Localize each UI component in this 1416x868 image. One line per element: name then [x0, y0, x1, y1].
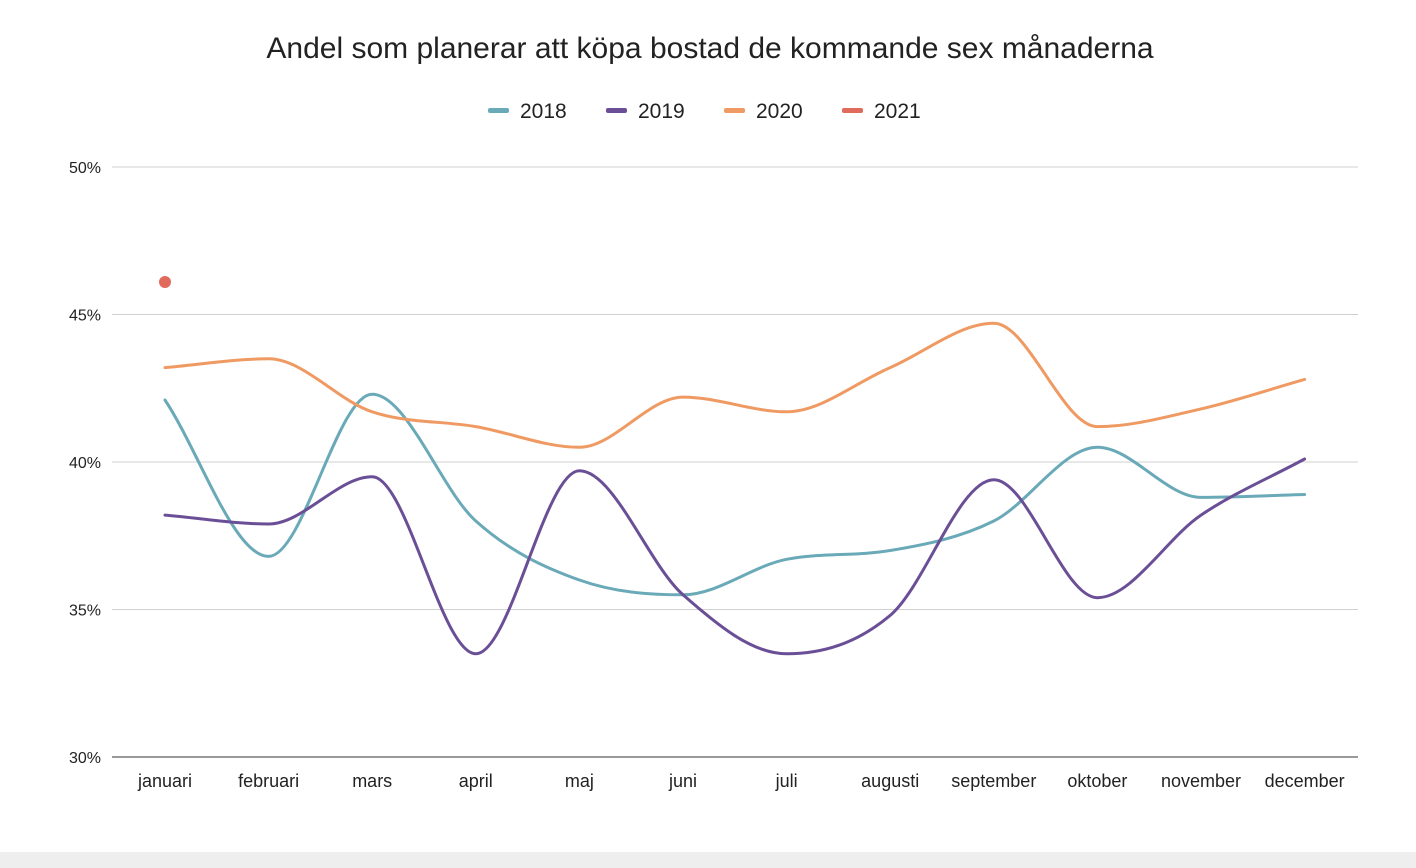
legend-label: 2019 — [638, 100, 685, 123]
legend-swatch — [606, 108, 627, 113]
x-axis: januari februari mars april maj juni juli augus… — [137, 771, 1345, 791]
legend-label: 2021 — [874, 100, 921, 123]
y-axis: 30% 35% 40% 45% 50% — [69, 160, 101, 767]
x-tick-label: februari — [238, 771, 299, 791]
legend: 2018 2019 2020 2021 — [488, 100, 921, 123]
legend-item-2020[interactable]: 2020 — [724, 100, 803, 123]
y-tick-label: 30% — [69, 750, 101, 767]
y-tick-label: 50% — [69, 160, 101, 177]
x-tick-label: juni — [668, 771, 697, 791]
x-tick-label: maj — [565, 771, 594, 791]
legend-item-2019[interactable]: 2019 — [606, 100, 685, 123]
x-tick-label: januari — [137, 771, 192, 791]
legend-label: 2020 — [756, 100, 803, 123]
y-tick-label: 40% — [69, 455, 101, 472]
bottom-bar — [0, 852, 1416, 868]
legend-label: 2018 — [520, 100, 567, 123]
grid — [112, 166, 1358, 758]
x-tick-label: november — [1161, 771, 1241, 791]
legend-swatch — [842, 108, 863, 113]
legend-swatch — [488, 108, 509, 113]
x-tick-label: april — [459, 771, 493, 791]
y-tick-label: 45% — [69, 308, 101, 325]
chart-title: Andel som planerar att köpa bostad de ko… — [266, 32, 1154, 65]
plot-area — [159, 276, 1307, 656]
legend-item-2021[interactable]: 2021 — [842, 100, 921, 123]
series-point-2021 — [159, 276, 171, 289]
y-tick-label: 35% — [69, 603, 101, 620]
x-tick-label: oktober — [1067, 771, 1127, 791]
series-line-2019 — [163, 457, 1307, 656]
x-tick-label: augusti — [861, 771, 919, 791]
x-tick-label: december — [1265, 771, 1345, 791]
x-tick-label: september — [951, 771, 1036, 791]
series-line-2020 — [163, 321, 1307, 449]
x-tick-label: juli — [775, 771, 798, 791]
x-tick-label: mars — [352, 771, 392, 791]
legend-swatch — [724, 108, 745, 113]
legend-item-2018[interactable]: 2018 — [488, 100, 567, 123]
